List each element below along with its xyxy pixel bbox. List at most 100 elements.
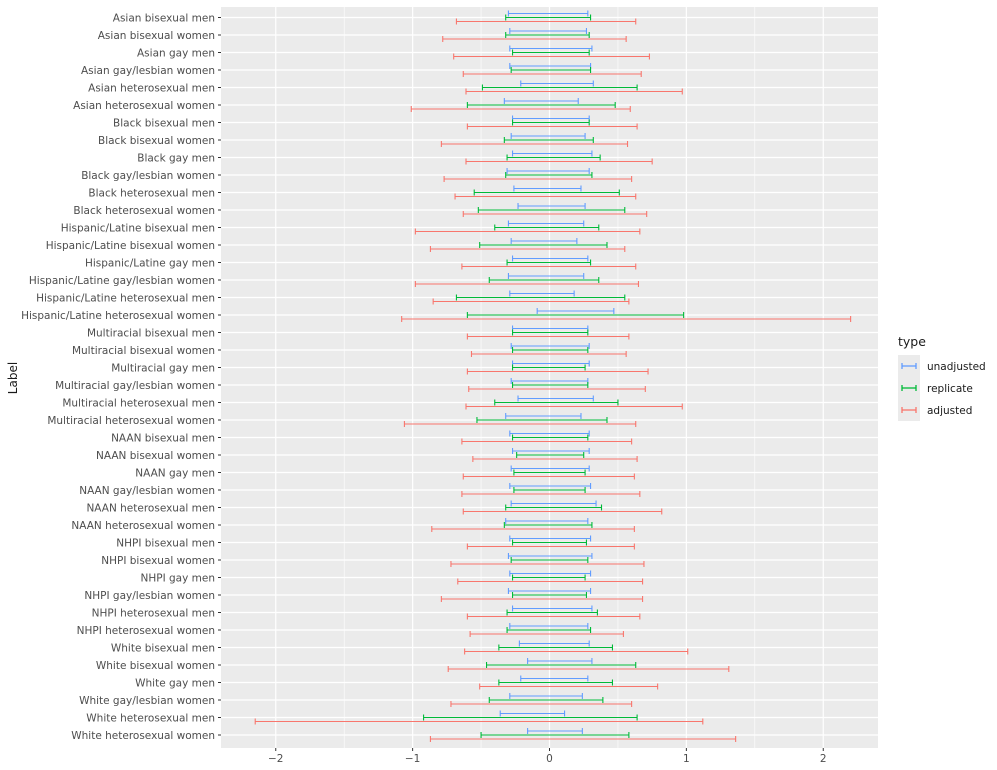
error-bar-unadjusted bbox=[536, 308, 615, 314]
error-bar-adjusted bbox=[479, 683, 659, 690]
y-tick-label: Hispanic/Latine heterosexual women bbox=[21, 310, 215, 322]
error-bar-replicate bbox=[505, 504, 603, 511]
error-bar-replicate bbox=[506, 154, 601, 161]
error-bar-unadjusted bbox=[510, 238, 578, 244]
error-bar-adjusted bbox=[414, 281, 640, 287]
error-bar-unadjusted bbox=[499, 710, 566, 717]
legend-item-adjusted: adjusted bbox=[898, 399, 972, 421]
y-tick-label: White heterosexual men bbox=[86, 712, 215, 724]
error-bar-unadjusted bbox=[507, 273, 585, 279]
error-bar-replicate bbox=[423, 714, 638, 721]
error-bar-unadjusted bbox=[510, 343, 590, 349]
error-bar-unadjusted bbox=[503, 98, 579, 104]
y-tick-label: White gay/lesbian women bbox=[79, 695, 215, 707]
error-bar-replicate bbox=[510, 557, 589, 563]
error-bar-replicate bbox=[511, 364, 586, 371]
error-bar-unadjusted bbox=[511, 150, 593, 157]
y-tick-label: NHPI heterosexual women bbox=[77, 625, 215, 637]
error-bar-unadjusted bbox=[520, 675, 589, 682]
error-bar-unadjusted bbox=[510, 465, 590, 472]
y-tick-label: Multiracial gay men bbox=[111, 362, 215, 374]
error-bar-replicate bbox=[494, 399, 619, 406]
error-bar-adjusted bbox=[450, 561, 645, 567]
error-bar-unadjusted bbox=[507, 553, 593, 559]
error-bar-replicate bbox=[511, 49, 590, 56]
y-tick-label: Hispanic/Latine gay/lesbian women bbox=[29, 275, 215, 287]
error-bar-replicate bbox=[480, 732, 630, 738]
y-tick-label: White bisexual men bbox=[111, 642, 215, 654]
error-bar-adjusted bbox=[414, 228, 641, 235]
error-bar-adjusted bbox=[472, 456, 638, 462]
error-bar-adjusted bbox=[465, 88, 683, 95]
error-bar-adjusted bbox=[450, 701, 633, 707]
error-bar-adjusted bbox=[254, 718, 704, 725]
legend-label: unadjusted bbox=[927, 361, 986, 373]
error-bar-unadjusted bbox=[509, 430, 590, 437]
y-tick-label: Multiracial gay/lesbian women bbox=[55, 380, 215, 392]
error-bar-replicate bbox=[466, 312, 685, 318]
y-tick-label: NHPI bisexual men bbox=[116, 537, 215, 549]
error-bar-replicate bbox=[511, 382, 589, 388]
error-bar-unadjusted bbox=[509, 570, 592, 577]
error-bar-replicate bbox=[476, 417, 608, 423]
error-bar-replicate bbox=[455, 294, 626, 301]
error-bar-adjusted bbox=[466, 543, 635, 550]
y-tick-label: NHPI bisexual women bbox=[101, 555, 215, 567]
error-bar-unadjusted bbox=[509, 693, 583, 699]
error-bar-replicate bbox=[511, 574, 586, 581]
y-tick-label: Asian bisexual women bbox=[98, 30, 215, 42]
error-bar-adjusted bbox=[461, 263, 637, 270]
error-bar-adjusted bbox=[442, 36, 627, 42]
error-bar-unadjusted bbox=[517, 203, 586, 209]
error-bar-replicate bbox=[513, 469, 586, 476]
error-bar-adjusted bbox=[455, 18, 637, 25]
error-bar-adjusted bbox=[462, 211, 648, 217]
error-bar-adjusted bbox=[440, 596, 644, 602]
error-bar-adjusted bbox=[469, 631, 624, 637]
error-bar-unadjusted bbox=[517, 395, 594, 402]
error-bar-adjusted bbox=[466, 368, 649, 375]
y-tick-label: NHPI gay/lesbian women bbox=[84, 590, 215, 602]
y-tick-label: Asian bisexual men bbox=[113, 12, 215, 24]
error-bar-unadjusted bbox=[507, 10, 589, 17]
error-bar-unadjusted bbox=[509, 45, 593, 52]
error-bar-adjusted bbox=[447, 666, 730, 672]
error-bar-unadjusted bbox=[511, 605, 593, 612]
error-bar-replicate bbox=[511, 329, 589, 336]
error-bar-replicate bbox=[505, 32, 590, 38]
legend: type unadjusted replicate adjusted bbox=[898, 334, 986, 421]
error-bar-replicate bbox=[481, 84, 638, 91]
y-tick-label: NAAN bisexual men bbox=[111, 432, 215, 444]
y-tick-label: Multiracial bisexual men bbox=[87, 327, 215, 339]
y-tick-label: Black bisexual men bbox=[113, 117, 215, 129]
error-bar-adjusted bbox=[465, 158, 653, 165]
y-tick-label: Multiracial heterosexual women bbox=[47, 415, 215, 427]
error-bar-replicate bbox=[511, 592, 588, 598]
legend-label: adjusted bbox=[927, 405, 972, 417]
error-bar-adjusted bbox=[454, 193, 637, 200]
error-bar-adjusted bbox=[403, 421, 637, 427]
error-bar-replicate bbox=[505, 172, 593, 178]
y-tick-label: Black gay/lesbian women bbox=[81, 170, 215, 182]
y-tick-label: White gay men bbox=[135, 677, 215, 689]
y-tick-label: White bisexual women bbox=[96, 660, 215, 672]
error-bar-replicate bbox=[510, 67, 592, 73]
error-bar-adjusted bbox=[401, 316, 852, 322]
x-tick-label: 2 bbox=[820, 753, 827, 765]
error-bar-unadjusted bbox=[527, 658, 593, 664]
error-bar-unadjusted bbox=[506, 168, 590, 174]
error-bar-unadjusted bbox=[509, 483, 592, 489]
error-bar-adjusted bbox=[431, 526, 635, 532]
error-bar-adjusted bbox=[466, 333, 630, 340]
error-bar-adjusted bbox=[432, 298, 630, 305]
y-tick-label: White heterosexual women bbox=[71, 730, 215, 742]
error-bar-adjusted bbox=[429, 736, 737, 742]
y-tick-label: Black bisexual women bbox=[98, 135, 215, 147]
error-bar-replicate bbox=[466, 102, 616, 108]
y-tick-label: Asian gay men bbox=[137, 47, 215, 59]
y-tick-label: Black heterosexual men bbox=[88, 187, 215, 199]
error-bar-replicate bbox=[505, 14, 592, 21]
error-bar-unadjusted bbox=[513, 185, 582, 192]
y-tick-label: Hispanic/Latine bisexual men bbox=[61, 222, 215, 234]
